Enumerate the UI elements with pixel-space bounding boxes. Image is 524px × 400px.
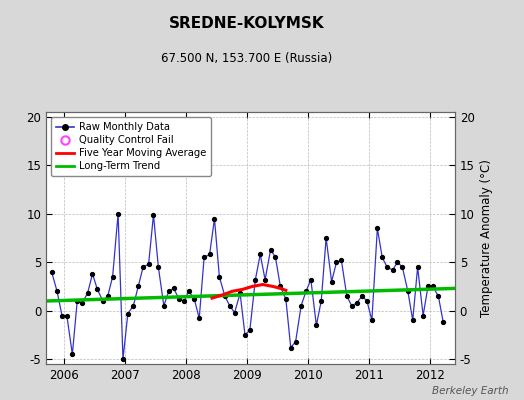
Y-axis label: Temperature Anomaly (°C): Temperature Anomaly (°C) — [480, 159, 493, 317]
Text: Berkeley Earth: Berkeley Earth — [432, 386, 508, 396]
Legend: Raw Monthly Data, Quality Control Fail, Five Year Moving Average, Long-Term Tren: Raw Monthly Data, Quality Control Fail, … — [51, 117, 212, 176]
Text: SREDNE-KOLYMSK: SREDNE-KOLYMSK — [169, 16, 324, 31]
Text: 67.500 N, 153.700 E (Russia): 67.500 N, 153.700 E (Russia) — [161, 52, 332, 65]
